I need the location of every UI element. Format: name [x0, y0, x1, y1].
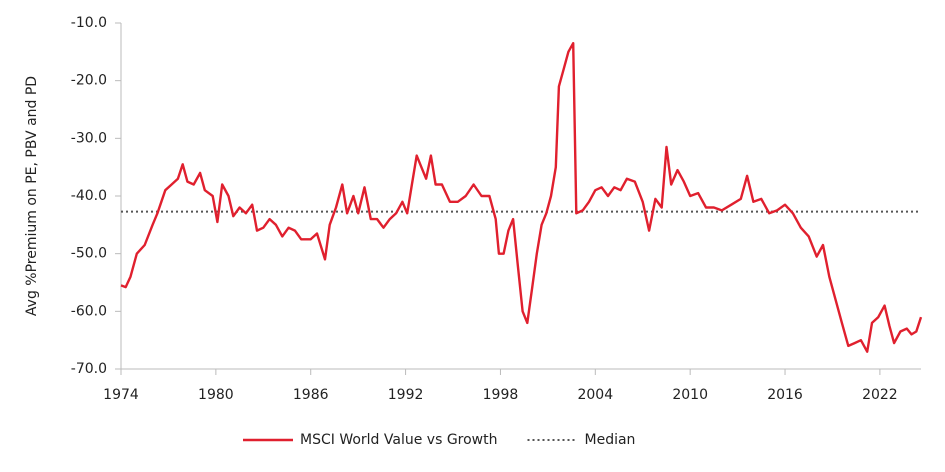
y-tick-label: -70.0 — [71, 361, 107, 377]
data-line — [120, 42, 923, 353]
x-tick-label: 1974 — [103, 387, 139, 403]
x-tick-label: 1992 — [388, 387, 424, 403]
y-tick-label: -60.0 — [71, 303, 107, 319]
y-tick-label: -50.0 — [71, 246, 107, 262]
x-tick-label: 2004 — [577, 387, 613, 403]
y-tick-label: -30.0 — [71, 130, 107, 146]
y-tick-label: -20.0 — [71, 73, 107, 89]
y-tick-label: -40.0 — [71, 188, 107, 204]
x-tick-label: 2022 — [862, 387, 898, 403]
y-tick-label: -10.0 — [71, 15, 107, 31]
legend-label: MSCI World Value vs Growth — [300, 432, 498, 448]
legend-label: Median — [585, 432, 636, 448]
x-tick-label: 1998 — [483, 387, 519, 403]
x-tick-label: 2016 — [767, 387, 803, 403]
x-tick-label: 1980 — [198, 387, 234, 403]
x-tick-label: 1986 — [293, 387, 329, 403]
x-tick-label: 2010 — [672, 387, 708, 403]
y-axis-label: Avg %Premium on PE, PBV and PD — [24, 76, 40, 316]
